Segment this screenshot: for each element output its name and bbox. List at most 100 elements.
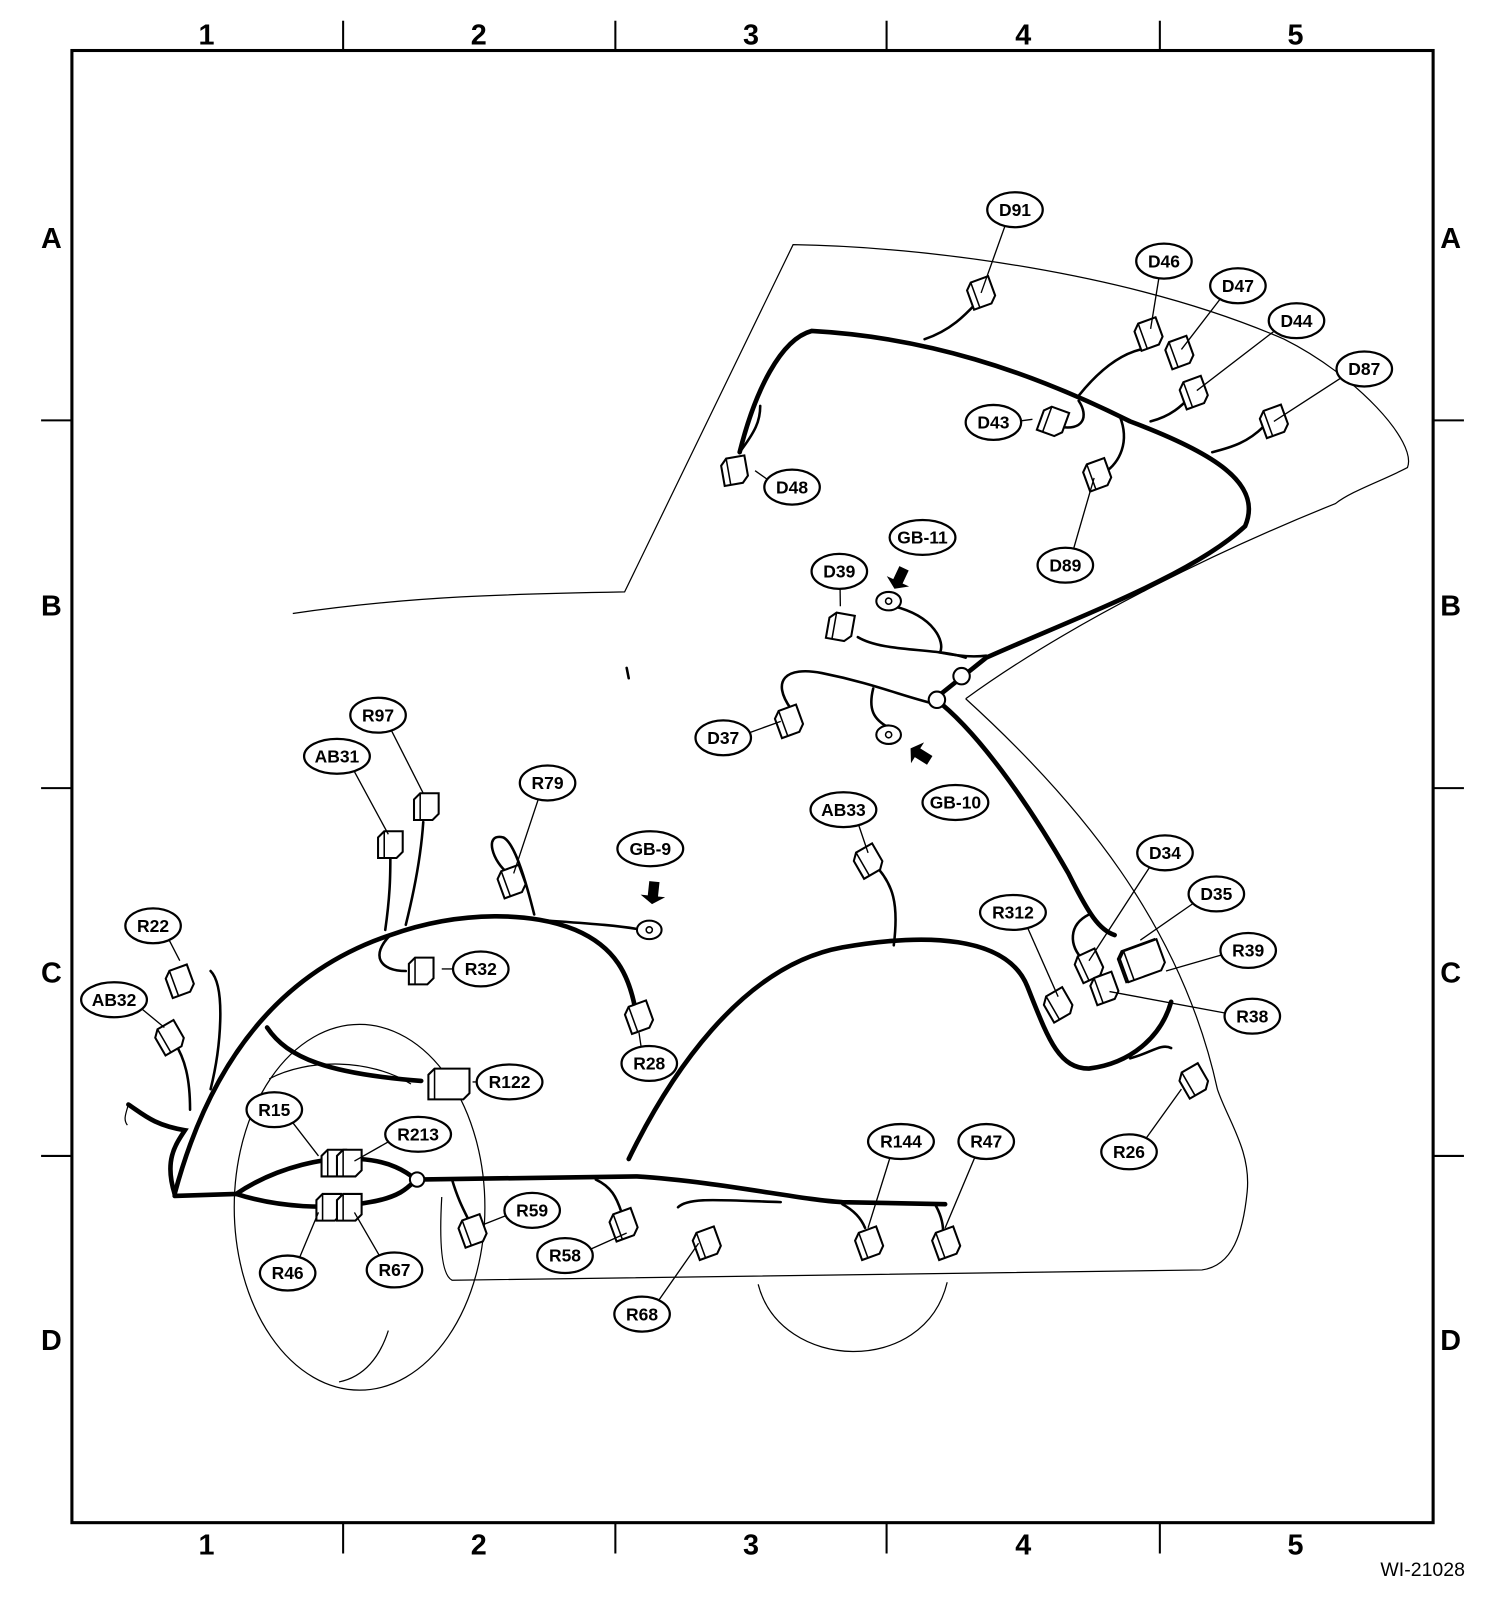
- label-r47[interactable]: R47: [944, 1122, 1016, 1229]
- connector-r312[interactable]: [1041, 985, 1076, 1025]
- connector-r122[interactable]: [427, 1067, 471, 1101]
- connector-d39[interactable]: [824, 611, 856, 643]
- leader-line: [1088, 865, 1152, 962]
- ground-terminal[interactable]: [875, 724, 933, 765]
- label-text: GB-10: [930, 793, 981, 813]
- leader-line: [657, 1242, 700, 1303]
- label-d37[interactable]: D37: [694, 719, 781, 757]
- connector-r47[interactable]: [930, 1225, 962, 1262]
- label-ab31[interactable]: AB31: [302, 737, 389, 835]
- connector-r79[interactable]: [495, 863, 527, 900]
- label-ab32[interactable]: AB32: [80, 981, 165, 1029]
- connector-r97[interactable]: [412, 792, 440, 822]
- label-r28[interactable]: R28: [620, 1032, 679, 1083]
- label-d43[interactable]: D43: [964, 403, 1033, 441]
- connector-r68[interactable]: [691, 1225, 723, 1262]
- grid-column-label: 3: [743, 1530, 759, 1562]
- connector-r32[interactable]: [407, 956, 435, 986]
- connector-r46[interactable]: [315, 1192, 343, 1222]
- label-text: D46: [1148, 251, 1180, 271]
- label-r97[interactable]: R97: [349, 696, 424, 794]
- connector-d34[interactable]: [1072, 947, 1106, 985]
- label-d89[interactable]: D89: [1036, 477, 1095, 584]
- label-text: R312: [992, 903, 1034, 923]
- leader-line: [857, 823, 869, 854]
- grid-column-label: 5: [1287, 19, 1303, 51]
- label-gb-9[interactable]: GB-9: [616, 830, 685, 868]
- label-r22[interactable]: R22: [124, 907, 182, 962]
- label-r122[interactable]: R122: [472, 1063, 544, 1101]
- connector-r58[interactable]: [607, 1206, 639, 1243]
- leader-line: [588, 1232, 627, 1251]
- leader-line: [1149, 276, 1160, 330]
- connector-d47[interactable]: [1163, 334, 1195, 371]
- diagram-frame: [70, 48, 1435, 1525]
- label-d87[interactable]: D87: [1273, 350, 1394, 422]
- connector-d87[interactable]: [1258, 403, 1290, 440]
- leader-line: [1144, 1088, 1182, 1141]
- connector-d44[interactable]: [1178, 374, 1210, 411]
- label-text: R22: [137, 916, 169, 936]
- connector-ab33[interactable]: [851, 841, 886, 881]
- label-text: D43: [977, 413, 1009, 433]
- label-r26[interactable]: R26: [1100, 1088, 1182, 1171]
- label-r68[interactable]: R68: [613, 1242, 700, 1333]
- label-d47[interactable]: D47: [1180, 267, 1267, 350]
- label-d39[interactable]: D39: [810, 552, 869, 607]
- connector-r26[interactable]: [1176, 1061, 1211, 1101]
- label-text: D47: [1222, 276, 1254, 296]
- leader-line: [1165, 953, 1225, 972]
- connector-r39[interactable]: [1118, 937, 1167, 984]
- figure-id: WI-21028: [1380, 1559, 1465, 1581]
- label-r312[interactable]: R312: [978, 893, 1059, 997]
- connector-r28[interactable]: [623, 999, 655, 1036]
- label-text: R15: [258, 1100, 290, 1120]
- label-d91[interactable]: D91: [980, 191, 1044, 294]
- leader-line: [747, 720, 781, 735]
- grid-column-label: 2: [471, 19, 487, 51]
- connector-d43[interactable]: [1035, 405, 1071, 439]
- connector-labels: D91 D46 D47 D44 D87 D43 D48 D89 GB-11 D39 D37 GB-10…: [80, 191, 1394, 1333]
- label-r38[interactable]: R38: [1109, 990, 1282, 1035]
- label-gb-11[interactable]: GB-11: [888, 518, 957, 557]
- ground-terminal[interactable]: [875, 566, 910, 612]
- grid-row-label: A: [41, 223, 62, 255]
- label-d48[interactable]: D48: [754, 468, 821, 506]
- label-r67[interactable]: R67: [353, 1212, 424, 1289]
- connector-r144[interactable]: [853, 1225, 885, 1262]
- label-r144[interactable]: R144: [866, 1122, 935, 1229]
- leader-line: [298, 1212, 320, 1260]
- label-d44[interactable]: D44: [1196, 302, 1326, 392]
- label-ab33[interactable]: AB33: [809, 791, 878, 854]
- connector-d48[interactable]: [720, 454, 750, 488]
- grid-row-label: B: [41, 591, 62, 623]
- connector-r38[interactable]: [1088, 970, 1120, 1007]
- label-r79[interactable]: R79: [513, 764, 577, 874]
- label-r213[interactable]: R213: [354, 1115, 453, 1162]
- label-r58[interactable]: R58: [536, 1232, 627, 1275]
- connector-r67[interactable]: [335, 1192, 363, 1222]
- label-d46[interactable]: D46: [1135, 242, 1193, 330]
- connector-r213[interactable]: [335, 1148, 363, 1178]
- arrow-icon: [910, 742, 933, 765]
- connector-r59[interactable]: [456, 1212, 488, 1249]
- connector-d89[interactable]: [1081, 456, 1113, 493]
- label-r32[interactable]: R32: [441, 950, 510, 988]
- label-gb-10[interactable]: GB-10: [921, 783, 990, 822]
- label-r46[interactable]: R46: [258, 1212, 320, 1292]
- connector-ab32[interactable]: [152, 1018, 187, 1057]
- label-r15[interactable]: R15: [245, 1091, 319, 1157]
- connector-d46[interactable]: [1132, 315, 1164, 353]
- ground-terminal[interactable]: [635, 881, 666, 941]
- grid-column-label: 1: [198, 19, 214, 51]
- label-r39[interactable]: R39: [1165, 931, 1278, 972]
- connector-ab31[interactable]: [377, 830, 404, 860]
- connector-r22[interactable]: [164, 963, 196, 1000]
- grid-column-label: 4: [1015, 19, 1031, 51]
- label-d34[interactable]: D34: [1088, 834, 1194, 962]
- label-d35[interactable]: D35: [1139, 875, 1246, 941]
- grid-column-label: 1: [198, 1530, 214, 1562]
- label-r59[interactable]: R59: [482, 1191, 562, 1229]
- connector-d37[interactable]: [773, 703, 805, 740]
- label-text: R47: [970, 1132, 1002, 1152]
